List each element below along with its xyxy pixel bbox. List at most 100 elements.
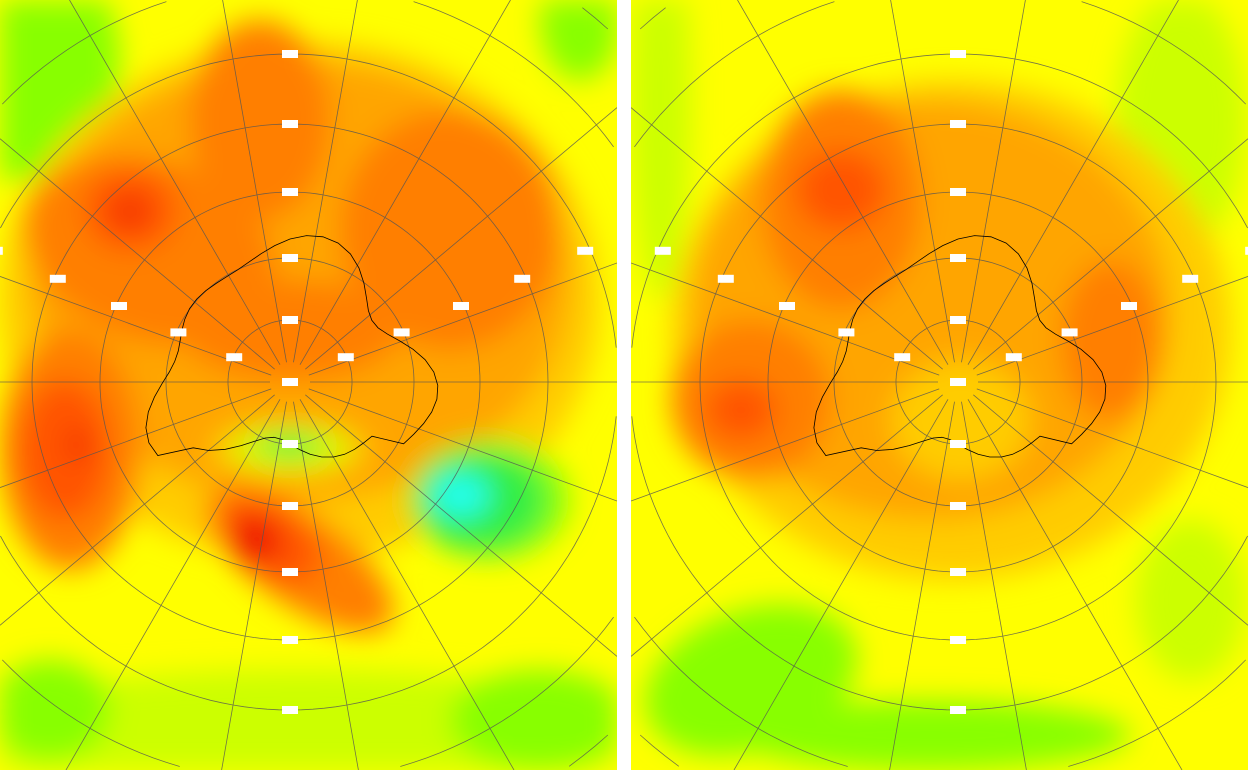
latitude-label xyxy=(950,316,966,324)
latitude-labels xyxy=(654,50,1248,714)
latitude-circle xyxy=(1081,1,1246,105)
latitude-label xyxy=(337,353,354,362)
meridian-line xyxy=(299,399,515,770)
contour-region xyxy=(891,360,1031,480)
meridian-line xyxy=(69,0,281,365)
latitude-label xyxy=(49,274,66,283)
right-map xyxy=(631,0,1248,770)
latitude-label xyxy=(453,302,469,310)
latitude-label xyxy=(170,328,187,337)
meridian-line xyxy=(222,0,287,363)
contour-region xyxy=(1136,520,1246,680)
value-contours xyxy=(631,0,1246,770)
meridian-line xyxy=(299,0,511,365)
latitude-label xyxy=(282,636,298,644)
value-contours xyxy=(0,0,617,770)
meridian-line xyxy=(733,399,949,770)
contour-region xyxy=(340,110,560,350)
antarctica-coastline xyxy=(145,235,439,458)
latitude-circle xyxy=(0,53,617,348)
meridian-line xyxy=(737,0,949,365)
latitude-label xyxy=(950,636,966,644)
meridian-line xyxy=(293,401,359,770)
graticule xyxy=(0,0,617,770)
left-map-panel xyxy=(0,0,617,770)
meridian-line xyxy=(973,394,1248,626)
contour-region xyxy=(231,517,279,563)
latitude-circle xyxy=(568,734,609,767)
latitude-label xyxy=(950,440,966,448)
latitude-circle xyxy=(1068,659,1246,767)
latitude-label xyxy=(1121,302,1137,310)
meridian-line xyxy=(967,399,1183,770)
latitude-circle xyxy=(2,1,167,105)
latitude-label xyxy=(282,316,298,324)
latitude-circle xyxy=(634,616,848,767)
latitude-label xyxy=(779,302,795,310)
latitude-label xyxy=(282,502,298,510)
contour-region xyxy=(115,200,145,224)
contour-region xyxy=(706,380,776,440)
meridian-line xyxy=(961,0,1026,363)
latitude-label xyxy=(226,353,243,362)
latitude-circle xyxy=(413,1,614,148)
latitude-circle xyxy=(0,416,617,711)
meridian-line xyxy=(0,394,275,626)
latitude-label xyxy=(282,188,298,196)
latitude-label xyxy=(1005,353,1022,362)
meridian-line xyxy=(293,0,358,363)
meridian-line xyxy=(631,107,943,370)
latitude-label xyxy=(654,246,671,255)
contour-region xyxy=(430,473,490,517)
latitude-label xyxy=(577,246,594,255)
contour-region xyxy=(20,380,110,520)
latitude-label xyxy=(111,302,127,310)
meridian-line xyxy=(221,401,287,770)
meridian-line xyxy=(961,401,1027,770)
contour-region xyxy=(180,280,400,380)
contour-region xyxy=(450,670,617,770)
meridian-line xyxy=(631,388,940,502)
contour-region xyxy=(796,150,886,230)
latitude-label xyxy=(950,378,966,386)
latitude-label xyxy=(950,502,966,510)
latitude-label xyxy=(950,120,966,128)
latitude-label xyxy=(950,568,966,576)
latitude-label xyxy=(282,50,298,58)
latitude-label xyxy=(282,440,298,448)
meridian-line xyxy=(973,138,1248,370)
meridian-line xyxy=(631,262,940,376)
meridian-line xyxy=(976,388,1248,488)
meridian-line xyxy=(631,394,943,657)
latitude-label xyxy=(0,246,3,255)
latitude-labels xyxy=(0,50,594,714)
contour-region xyxy=(731,700,1131,770)
meridian-line xyxy=(976,276,1248,376)
latitude-label xyxy=(282,568,298,576)
latitude-label xyxy=(950,706,966,714)
contour-region xyxy=(631,0,691,300)
latitude-circle xyxy=(631,53,1248,348)
meridian-line xyxy=(0,388,272,488)
contour-region xyxy=(190,20,330,220)
meridian-line xyxy=(308,262,617,376)
latitude-circle xyxy=(582,7,609,30)
meridian-line xyxy=(890,0,955,363)
latitude-label xyxy=(894,353,911,362)
latitude-circle xyxy=(634,1,835,148)
latitude-circle xyxy=(639,7,666,30)
latitude-label xyxy=(950,254,966,262)
latitude-label xyxy=(393,328,410,337)
latitude-circle xyxy=(639,734,680,767)
latitude-label xyxy=(1061,328,1078,337)
right-map-panel xyxy=(631,0,1248,770)
meridian-line xyxy=(0,138,275,370)
meridian-line xyxy=(305,107,617,370)
latitude-label xyxy=(1182,274,1199,283)
meridian-line xyxy=(967,0,1179,365)
latitude-label xyxy=(282,706,298,714)
latitude-label xyxy=(282,254,298,262)
graticule xyxy=(631,0,1248,770)
latitude-label xyxy=(1245,246,1248,255)
latitude-circle xyxy=(400,616,614,767)
